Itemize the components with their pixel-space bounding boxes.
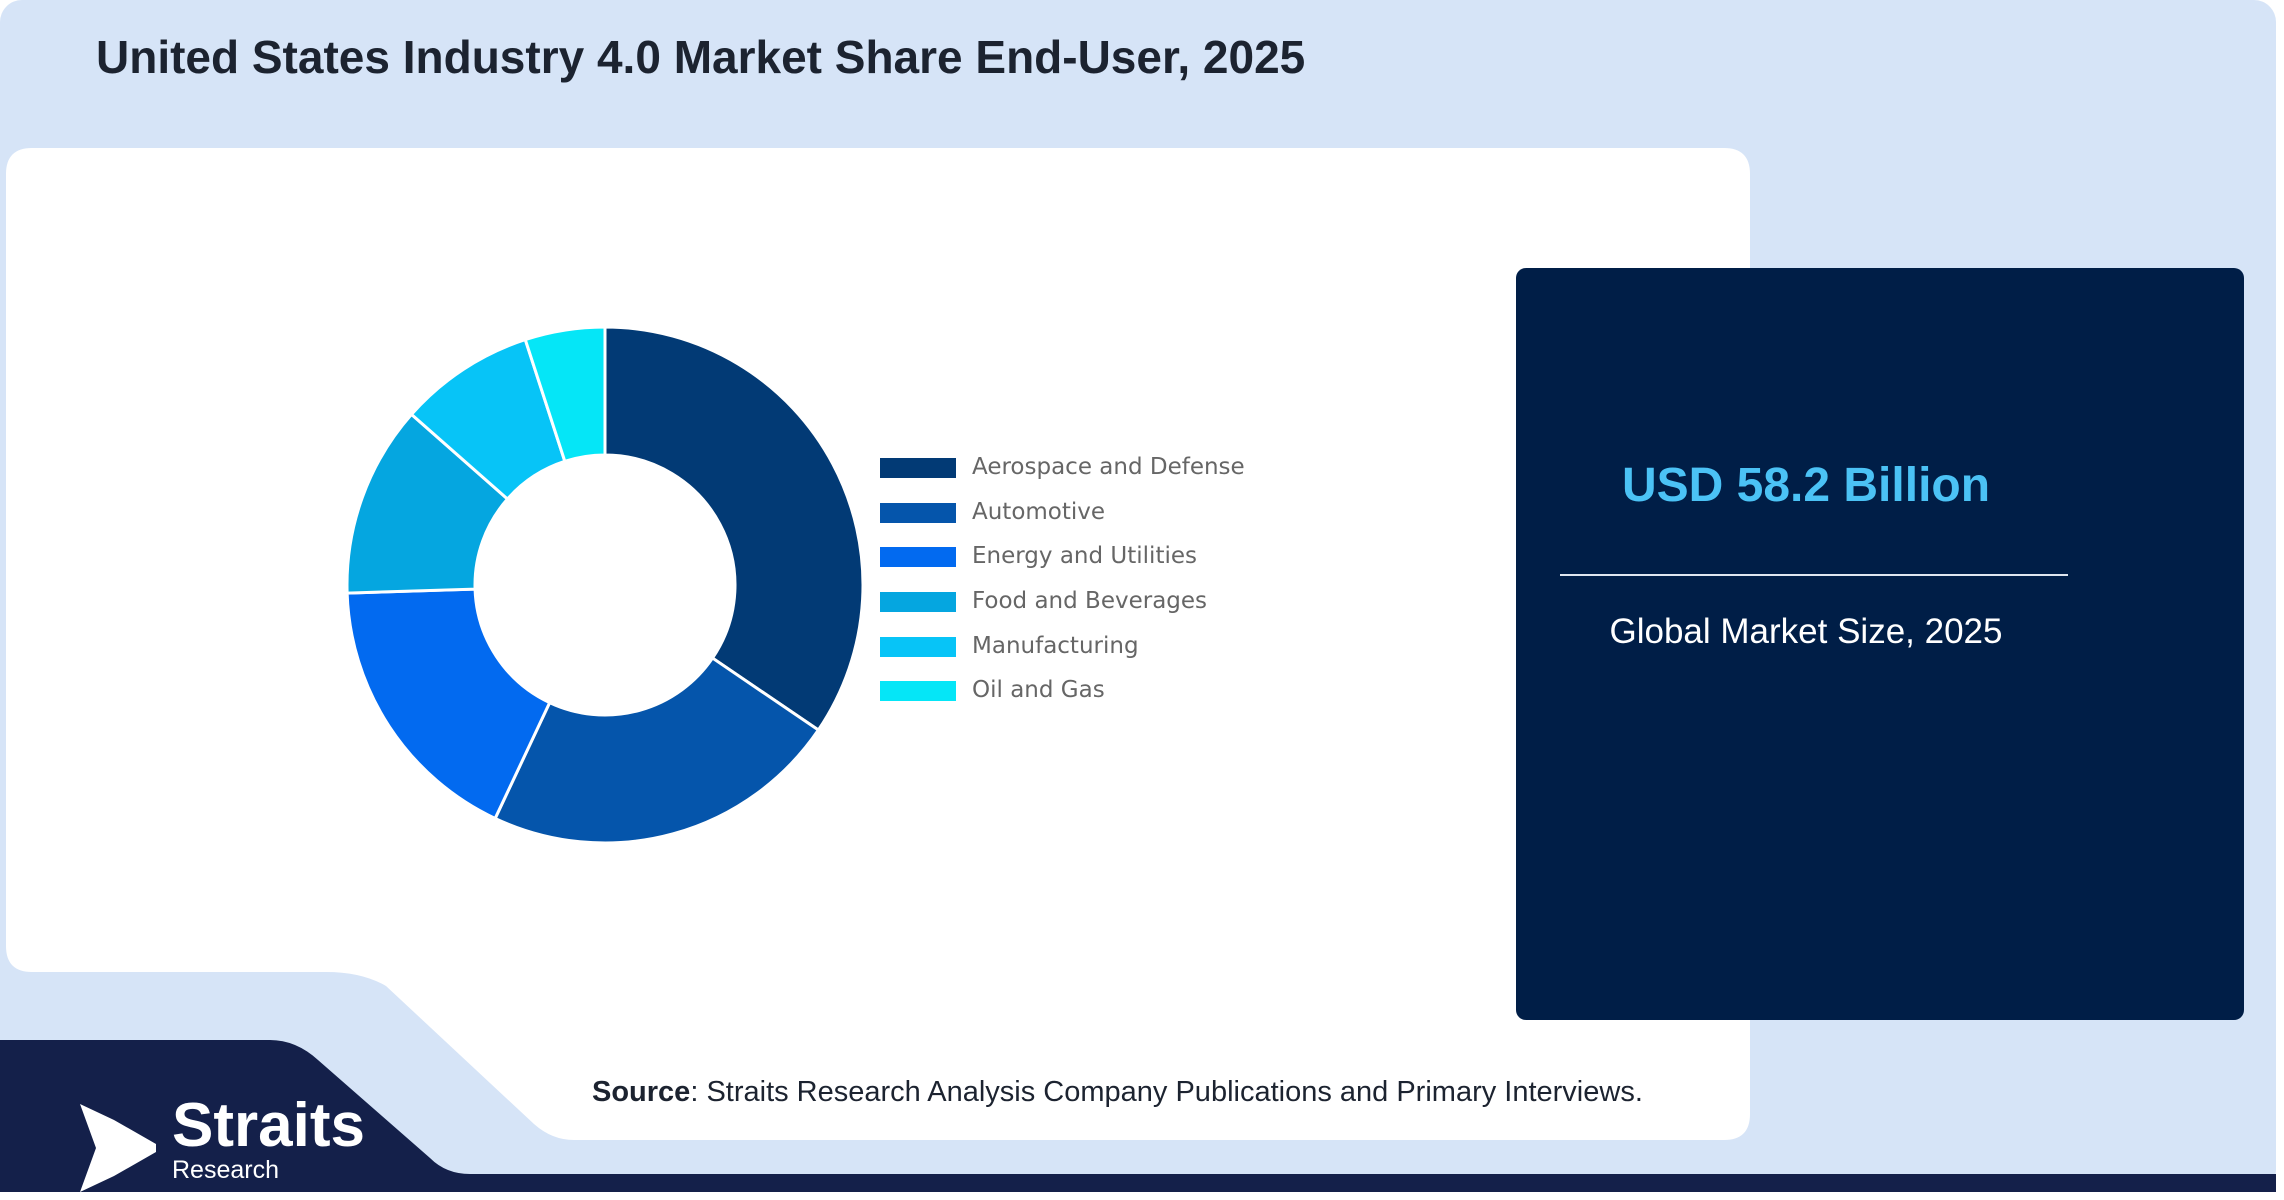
legend-swatch: [880, 547, 956, 568]
legend-label: Aerospace and Defense: [972, 454, 1245, 480]
legend-swatch: [880, 636, 956, 657]
logo-subtitle: Research: [172, 1156, 279, 1184]
divider: [1560, 574, 2068, 576]
donut-chart: [345, 325, 865, 845]
straits-logo: Straits Research: [80, 1091, 400, 1192]
logo-arrow-icon: [80, 1104, 156, 1192]
source-label: Source: [592, 1076, 691, 1108]
market-size-card: USD 58.2 Billion Global Market Size, 202…: [1516, 268, 2244, 1020]
legend-label: Energy and Utilities: [972, 543, 1197, 570]
source-text: : Straits Research Analysis Company Publ…: [690, 1076, 1643, 1108]
legend-swatch: [880, 681, 956, 702]
legend-swatch: [880, 502, 956, 523]
navy-band-shape: [0, 1040, 2276, 1192]
legend-label: Automotive: [972, 498, 1106, 525]
donut-slice-oil-and-gas: [523, 325, 607, 464]
legend-label: Oil and Gas: [972, 677, 1105, 704]
page-title: United States Industry 4.0 Market Share …: [96, 31, 1306, 83]
donut-slice-automotive: [493, 655, 821, 845]
donut-slice-aerospace-and-defense: [603, 325, 865, 733]
legend-swatch: [880, 592, 956, 613]
market-size-label: Global Market Size, 2025: [1609, 612, 2003, 651]
legend-label: Food and Beverages: [972, 588, 1208, 615]
navy-band-strip: [470, 1178, 2276, 1192]
donut-slice-energy-and-utilities: [345, 587, 552, 821]
legend-swatch: [880, 458, 956, 478]
logo-name: Straits: [172, 1091, 365, 1160]
legend-label: Manufacturing: [972, 632, 1139, 659]
source-note: Source: Straits Research Analysis Compan…: [592, 1076, 1643, 1109]
market-size-value: USD 58.2 Billion: [1621, 459, 1991, 512]
